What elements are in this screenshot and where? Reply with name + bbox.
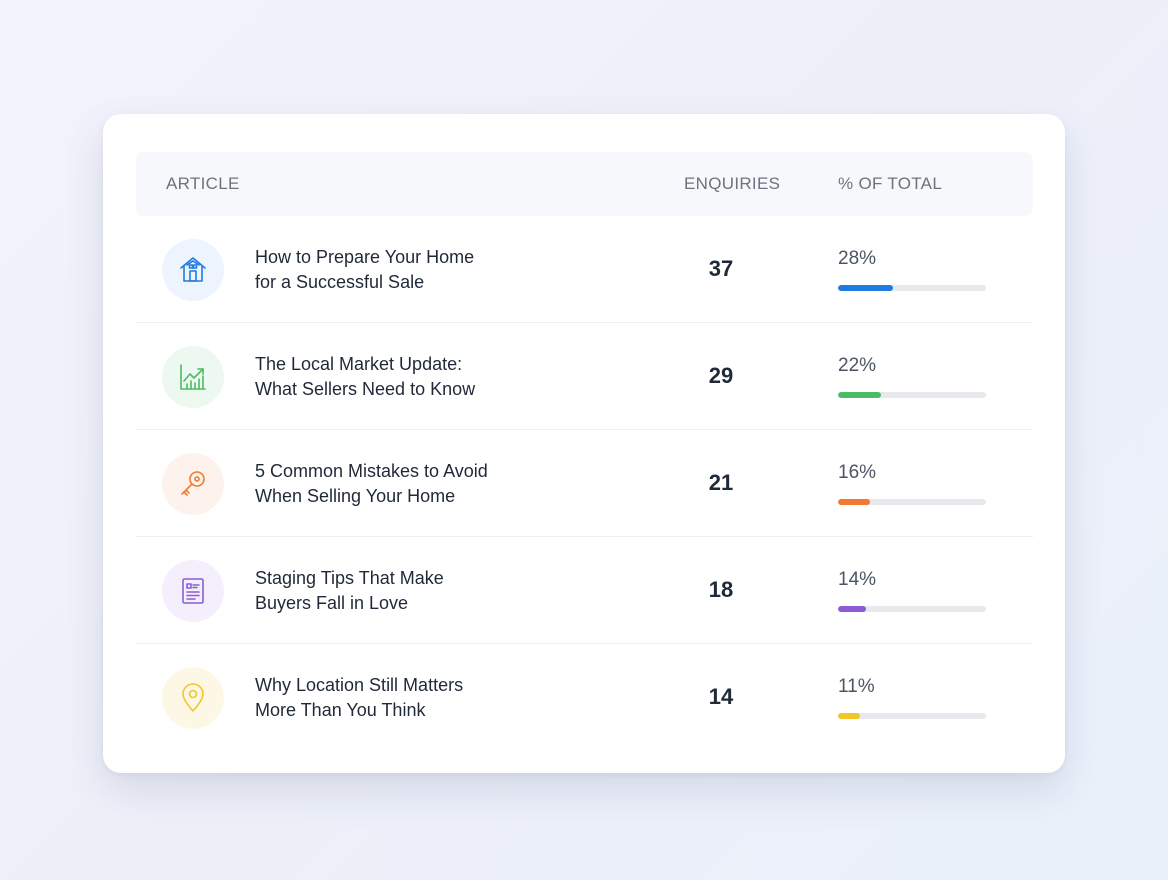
percent-label: 11% [838,676,875,697]
table-header: ARTICLE ENQUIRIES % OF TOTAL [136,152,1033,216]
percent-bar-track [838,606,986,612]
article-title-line: More Than You Think [255,700,426,720]
table-row[interactable]: Staging Tips That Make Buyers Fall in Lo… [136,537,1033,644]
column-header-article[interactable]: ARTICLE [166,174,240,193]
article-enquiries-card: ARTICLE ENQUIRIES % OF TOTAL How to Prep… [103,114,1065,773]
percent-bar-track [838,392,986,398]
column-header-enquiries[interactable]: ENQUIRIES [684,174,781,193]
enquiries-count: 14 [708,684,734,709]
percent-bar-track [838,285,986,291]
table-row[interactable]: The Local Market Update: What Sellers Ne… [136,323,1033,430]
percent-label: 16% [838,462,877,483]
article-title-line: Buyers Fall in Love [255,593,409,613]
chart-icon [162,346,224,408]
location-pin-icon [162,667,224,729]
percent-bar-fill [838,499,870,505]
article-title-line: The Local Market Update: [255,354,463,374]
percent-bar-track [838,713,986,719]
percent-bar-fill [838,606,866,612]
article-title[interactable]: How to Prepare Your Home for a Successfu… [255,245,555,295]
percent-bar-fill [838,392,882,398]
enquiries-count: 29 [708,363,734,388]
house-icon [162,239,224,301]
percent-label: 28% [838,248,877,269]
percent-bar-track [838,499,986,505]
enquiries-count: 37 [708,256,734,281]
article-title[interactable]: 5 Common Mistakes to Avoid When Selling … [255,459,555,509]
document-icon [162,560,224,622]
article-title-line: for a Successful Sale [255,272,425,292]
key-icon [162,453,224,515]
table-row[interactable]: Why Location Still Matters More Than You… [136,644,1033,750]
article-title-line: How to Prepare Your Home [255,247,475,267]
article-title-line: When Selling Your Home [255,486,456,506]
article-title[interactable]: Staging Tips That Make Buyers Fall in Lo… [255,566,555,616]
article-title-line: Why Location Still Matters [255,675,464,695]
article-title-line: 5 Common Mistakes to Avoid [255,461,488,481]
article-title-line: What Sellers Need to Know [255,379,476,399]
column-header-percent-of-total[interactable]: % OF TOTAL [838,174,943,193]
article-title[interactable]: Why Location Still Matters More Than You… [255,673,555,723]
percent-label: 22% [838,355,877,376]
table-row[interactable]: How to Prepare Your Home for a Successfu… [136,216,1033,323]
article-enquiries-table: ARTICLE ENQUIRIES % OF TOTAL How to Prep… [136,152,1033,750]
table-row[interactable]: 5 Common Mistakes to Avoid When Selling … [136,430,1033,537]
percent-label: 14% [838,569,877,590]
enquiries-count: 18 [708,577,734,602]
article-title[interactable]: The Local Market Update: What Sellers Ne… [255,352,555,402]
percent-bar-fill [838,285,894,291]
percent-bar-fill [838,713,860,719]
article-title-line: Staging Tips That Make [255,568,444,588]
enquiries-count: 21 [708,470,734,495]
